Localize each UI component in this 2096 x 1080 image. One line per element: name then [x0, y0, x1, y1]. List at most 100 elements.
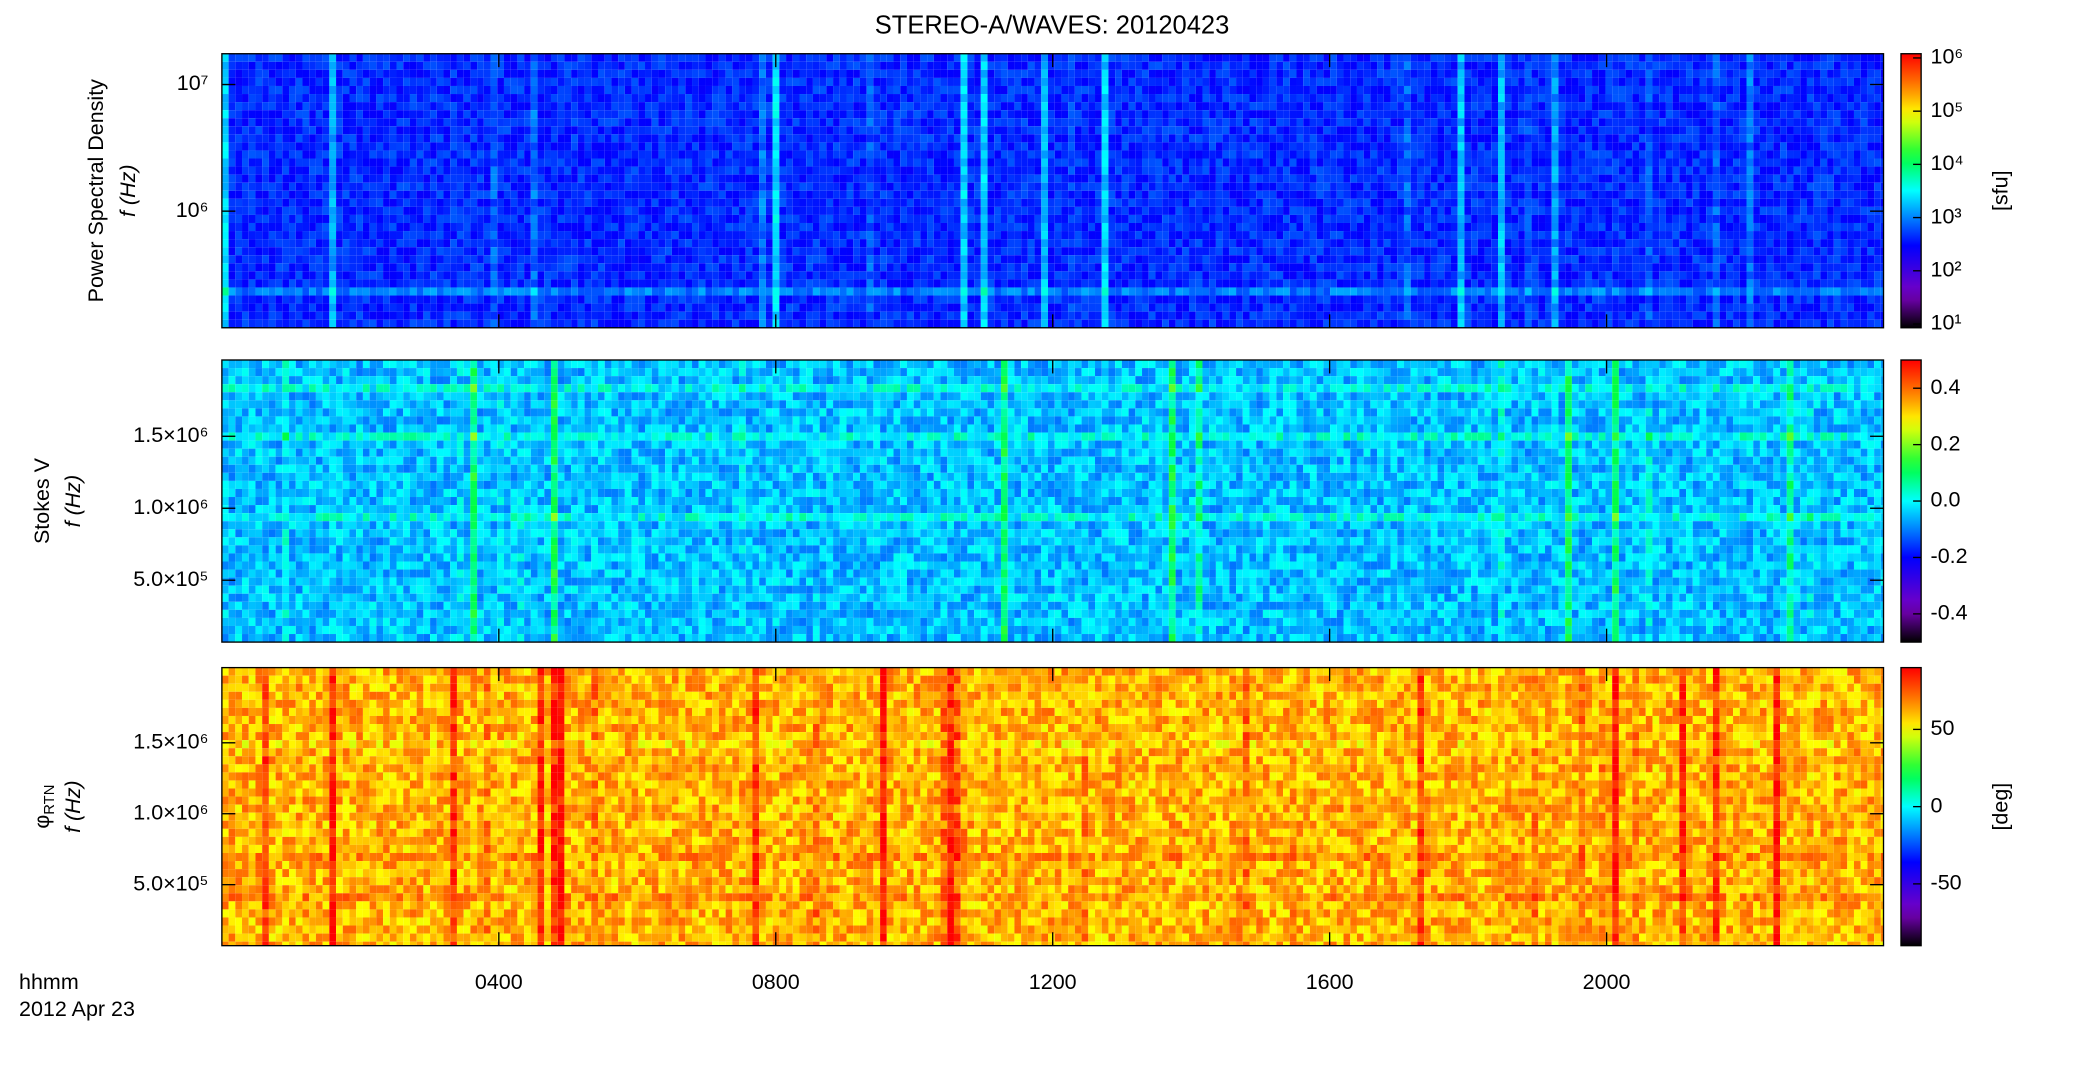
spectrogram-cell — [873, 134, 881, 143]
spectrogram-cell — [1733, 61, 1740, 70]
spectrogram-cell — [678, 158, 686, 167]
spectrogram-cell — [1356, 110, 1364, 119]
spectrogram-cell — [1699, 53, 1707, 62]
spectrogram-cell — [1813, 69, 1821, 78]
spectrogram-cell — [1706, 53, 1713, 62]
spectrogram-cell — [1652, 206, 1660, 215]
spectrogram-cell — [1518, 182, 1525, 191]
spectrogram-cell — [900, 69, 907, 78]
spectrogram-cell — [1780, 206, 1787, 215]
spectrogram-cell — [893, 118, 901, 127]
spectrogram-cell — [389, 198, 397, 207]
spectrogram-cell — [1847, 118, 1854, 127]
spectrogram-cell — [450, 110, 457, 119]
spectrogram-cell — [416, 69, 424, 78]
spectrogram-cell — [1806, 85, 1814, 95]
spectrogram-cell — [759, 126, 766, 135]
spectrogram-cell — [1249, 118, 1257, 127]
spectrogram-cell — [1121, 190, 1129, 199]
spectrogram-cell — [1088, 150, 1096, 159]
spectrogram-cell — [450, 118, 457, 127]
spectrogram-cell — [1833, 110, 1841, 119]
spectrogram-cell — [490, 150, 498, 159]
spectrogram-cell — [732, 166, 740, 175]
spectrogram-cell — [1343, 142, 1351, 151]
spectrogram-cell — [282, 69, 290, 78]
spectrogram-cell — [524, 190, 531, 199]
spectrogram-cell — [362, 53, 370, 62]
spectrogram-cell — [490, 61, 498, 70]
spectrogram-cell — [564, 69, 572, 78]
spectrogram-cell — [503, 142, 511, 151]
spectrogram-cell — [1739, 134, 1747, 143]
spectrogram-cell — [1860, 182, 1868, 191]
spectrogram-cell — [1645, 126, 1653, 135]
spectrogram-cell — [1115, 126, 1122, 135]
spectrogram-cell — [718, 206, 726, 215]
spectrogram-cell — [692, 102, 699, 111]
spectrogram-cell — [732, 77, 740, 86]
spectrogram-cell — [342, 126, 350, 135]
spectrogram-cell — [792, 118, 800, 127]
spectrogram-cell — [1330, 198, 1337, 207]
spectrogram-cell — [631, 102, 639, 111]
spectrogram-cell — [571, 53, 578, 62]
spectrogram-cell — [913, 182, 921, 191]
spectrogram-cell — [1437, 134, 1445, 143]
spectrogram-cell — [362, 206, 370, 215]
spectrogram-cell — [1827, 77, 1834, 86]
spectrogram-cell — [1786, 142, 1794, 151]
spectrogram-cell — [315, 94, 323, 103]
spectrogram-cell — [638, 94, 646, 103]
spectrogram-cell — [1457, 85, 1465, 95]
spectrogram-cell — [1363, 94, 1371, 103]
spectrogram-cell — [1041, 126, 1048, 135]
spectrogram-cell — [1524, 190, 1532, 199]
spectrogram-cell — [268, 61, 276, 70]
spectrogram-cell — [1498, 126, 1505, 135]
spectrogram-cell — [1511, 182, 1519, 191]
spectrogram-cell — [1424, 206, 1431, 215]
spectrogram-cell — [1014, 61, 1022, 70]
spectrogram-cell — [1585, 174, 1593, 183]
spectrogram-cell — [1410, 134, 1418, 143]
spectrogram-cell — [544, 174, 551, 183]
spectrogram-cell — [1860, 142, 1868, 151]
spectrogram-cell — [1780, 190, 1787, 199]
spectrogram-cell — [1632, 69, 1640, 78]
spectrogram-cell — [1262, 94, 1270, 103]
spectrogram-cell — [1538, 174, 1546, 183]
spectrogram-cell — [1014, 166, 1022, 175]
spectrogram-cell — [1827, 166, 1834, 175]
spectrogram-cell — [1692, 142, 1700, 151]
spectrogram-cell — [1021, 53, 1028, 62]
spectrogram-cell — [275, 61, 283, 70]
spectrogram-cell — [1652, 94, 1660, 103]
spectrogram-cell — [463, 61, 471, 70]
spectrogram-cell — [1397, 158, 1404, 167]
spectrogram-cell — [1471, 53, 1478, 62]
spectrogram-cell — [1679, 77, 1687, 86]
spectrogram-cell — [853, 77, 860, 86]
spectrogram-cell — [557, 142, 565, 151]
spectrogram-cell — [1598, 158, 1606, 167]
spectrogram-cell — [1645, 150, 1653, 159]
spectrogram-cell — [248, 158, 256, 167]
spectrogram-cell — [571, 198, 578, 207]
spectrogram-cell — [1356, 142, 1364, 151]
spectrogram-cell — [1457, 198, 1465, 207]
spectrogram-cell — [1692, 110, 1700, 119]
spectrogram-cell — [329, 69, 337, 78]
spectrogram-cell — [322, 158, 330, 167]
spectrogram-cell — [1618, 206, 1626, 215]
spectrogram-cell — [1726, 118, 1734, 127]
spectrogram-cell — [571, 134, 578, 143]
spectrogram-cell — [1753, 182, 1760, 191]
spectrogram-cell — [1639, 118, 1646, 127]
spectrogram-cell — [812, 77, 820, 86]
spectrogram-cell — [1242, 134, 1250, 143]
spectrogram-cell — [1168, 206, 1176, 215]
spectrogram-cell — [1712, 69, 1720, 78]
spectrogram-cell — [645, 166, 652, 175]
spectrogram-cell — [846, 158, 854, 167]
